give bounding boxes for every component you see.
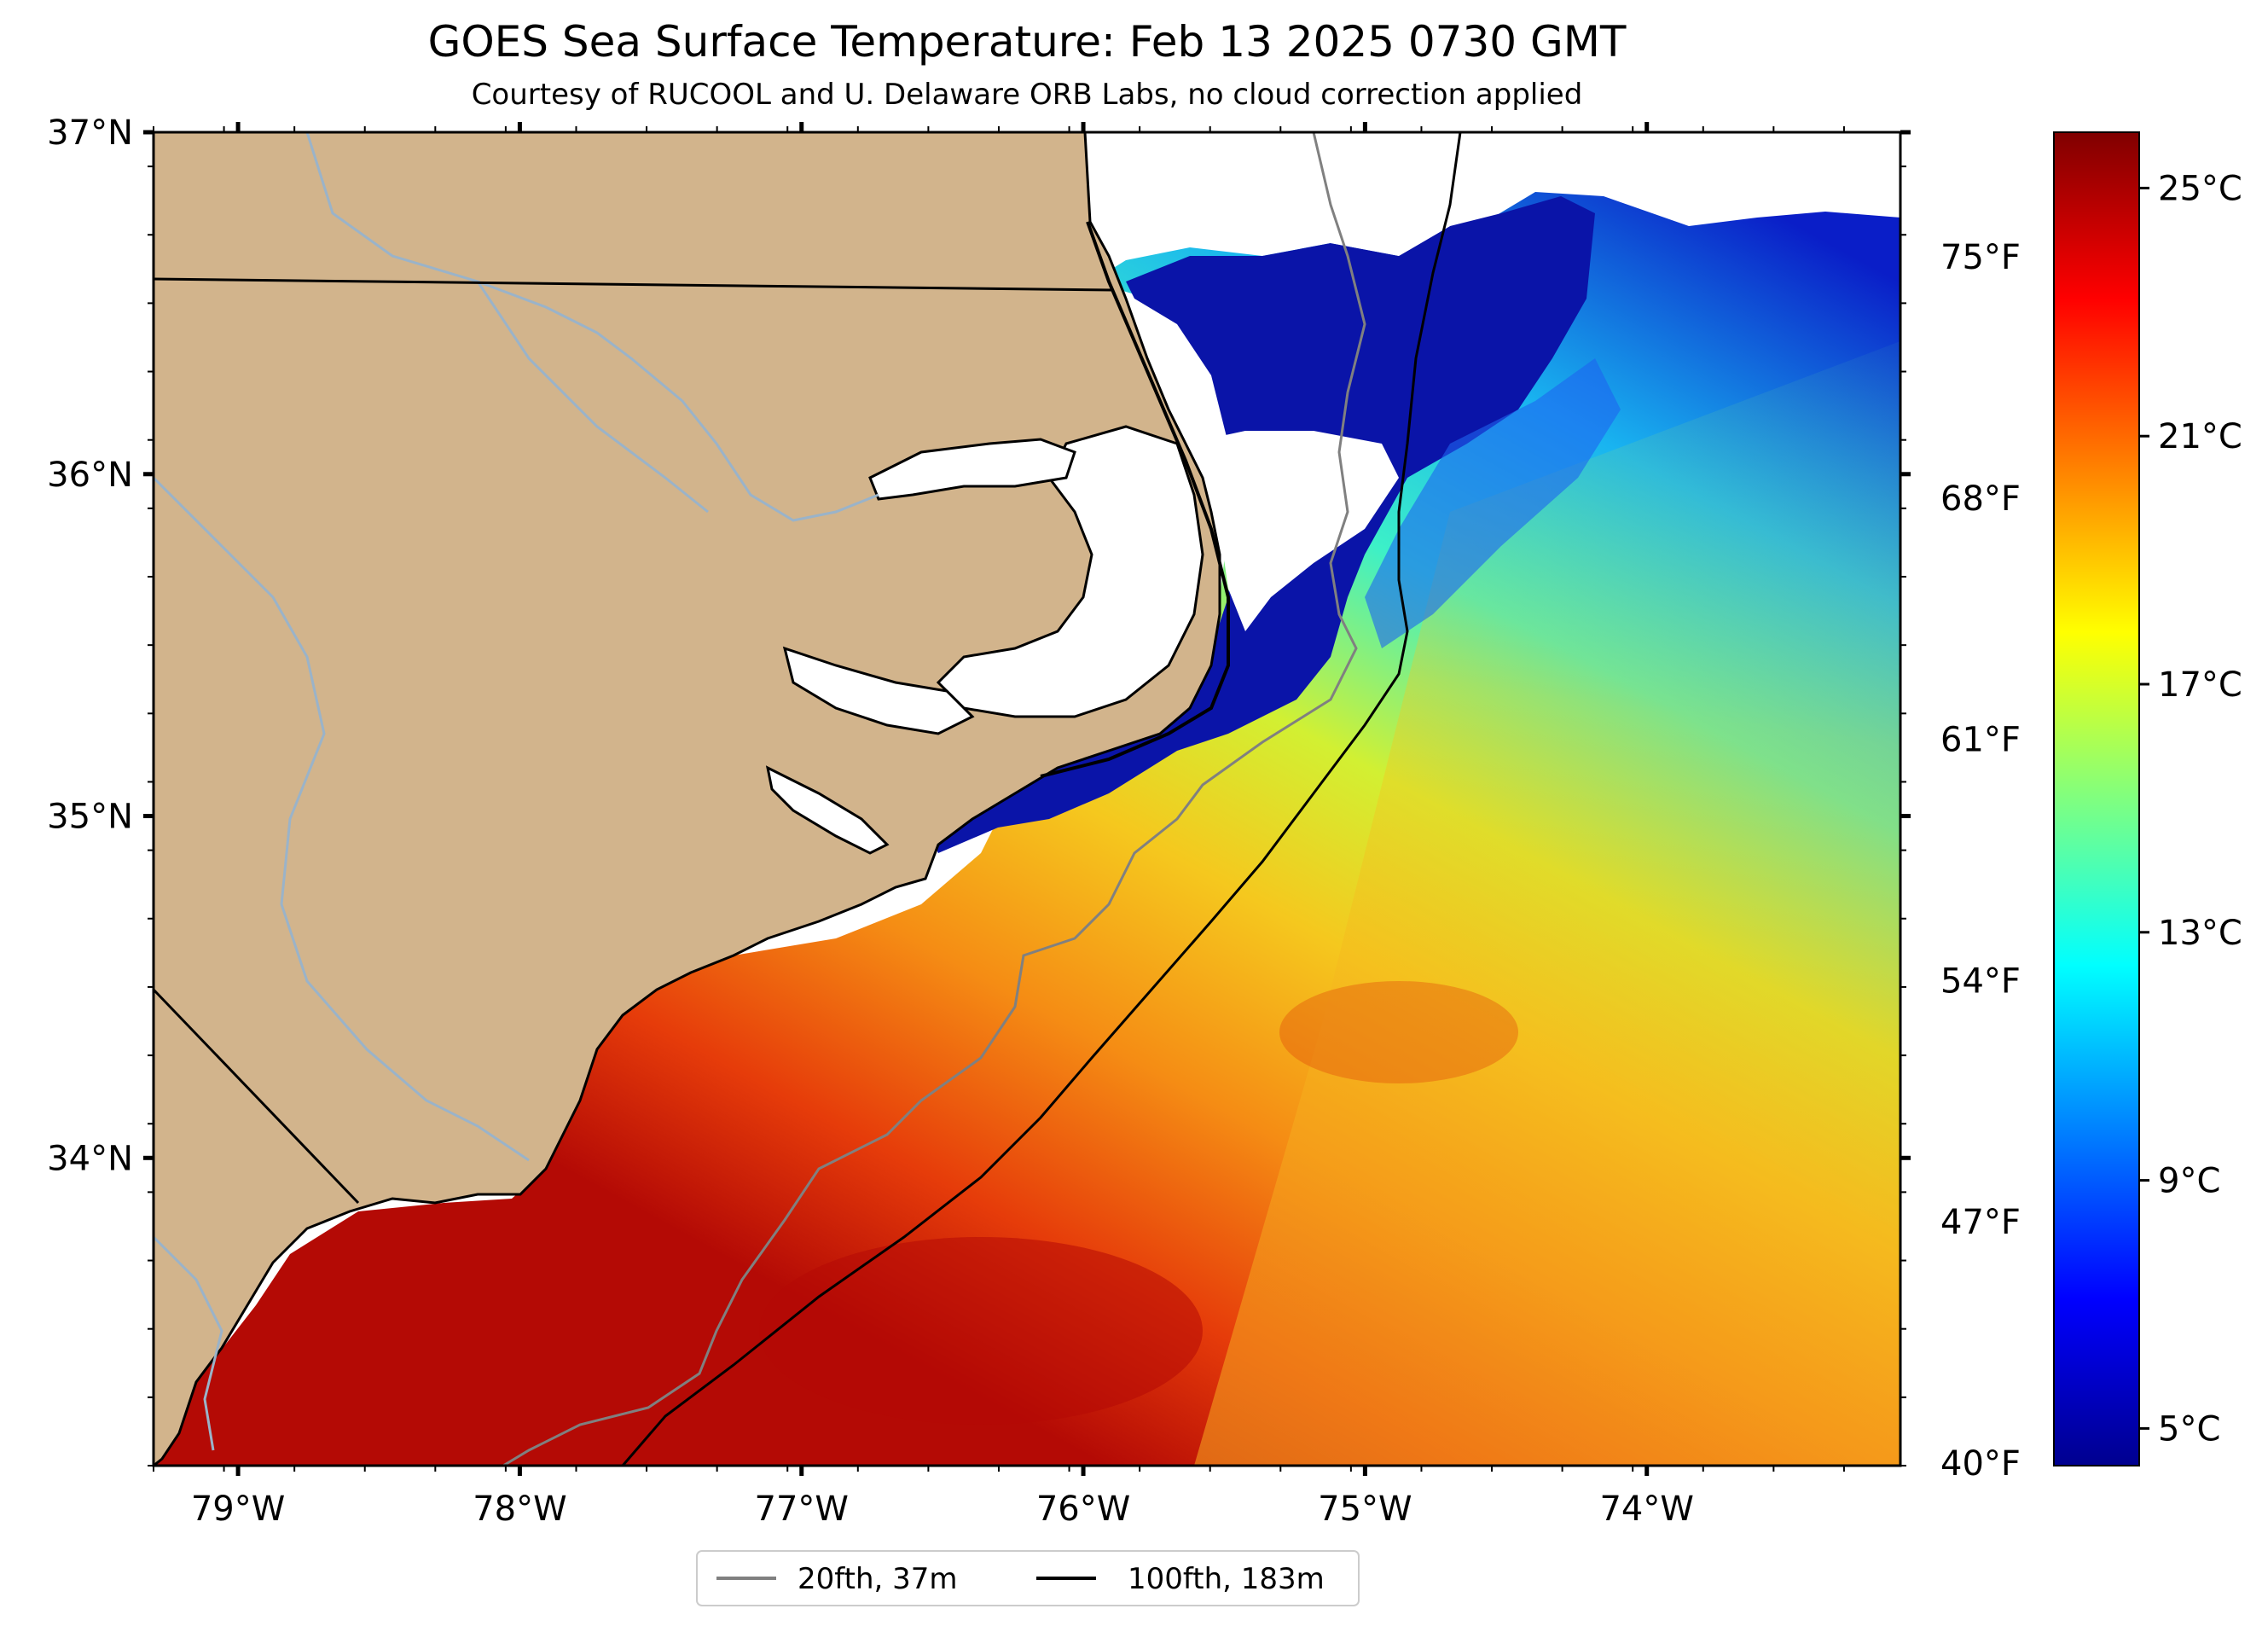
nc-sc-border xyxy=(154,988,360,1205)
lon-tick-label: 78°W xyxy=(473,1490,566,1529)
celsius-tick-label: 25°C xyxy=(2158,169,2242,208)
rivers xyxy=(154,132,879,1451)
outer-banks xyxy=(1040,221,1230,778)
sst-warm-filament xyxy=(1279,981,1518,1083)
lat-tick-label: 36°N xyxy=(47,456,133,495)
colorbar: 25°C 21°C 17°C 13°C 9°C 5°C 75°F 68°F 61°F 54°F 47… xyxy=(1940,131,2242,1484)
albemarle-sound xyxy=(868,438,1076,501)
neuse-river-estuary xyxy=(782,646,975,735)
colorbar-ticks: 25°C 21°C 17°C 13°C 9°C 5°C 75°F 68°F 61°F 54°F 47… xyxy=(1940,169,2242,1483)
river-tar xyxy=(154,476,530,1162)
va-nc-border xyxy=(154,277,1114,292)
pamlico-river-estuary xyxy=(765,765,890,855)
map-subtitle: Courtesy of RUCOOL and U. Delaware ORB L… xyxy=(472,78,1583,112)
isobath-20fth xyxy=(502,132,1366,1466)
legend-label-100fth: 100fth, 183m xyxy=(1128,1562,1325,1596)
map-area xyxy=(154,132,1900,1466)
sst-cloud-gap xyxy=(1186,431,1399,631)
isobath-100fth xyxy=(621,132,1462,1466)
fahrenheit-tick-label: 47°F xyxy=(1940,1203,2021,1242)
fahrenheit-tick-label: 61°F xyxy=(1940,721,2021,760)
fahrenheit-tick-label: 54°F xyxy=(1940,961,2021,1001)
legend-label-20fth: 20fth, 37m xyxy=(798,1562,958,1596)
lat-tick-label: 34°N xyxy=(47,1139,133,1178)
celsius-tick-label: 13°C xyxy=(2158,914,2242,953)
fahrenheit-tick-label: 40°F xyxy=(1940,1444,2021,1484)
sst-blue-band xyxy=(1365,358,1621,648)
lat-tick-label: 37°N xyxy=(47,113,133,153)
celsius-tick-label: 17°C xyxy=(2158,665,2242,705)
celsius-tick-label: 21°C xyxy=(2158,417,2242,456)
legend-box xyxy=(696,1550,1360,1606)
lon-tick-label: 74°W xyxy=(1599,1490,1693,1529)
lon-tick-label: 76°W xyxy=(1036,1490,1130,1529)
lon-tick-label: 75°W xyxy=(1318,1490,1412,1529)
sst-warm-core xyxy=(759,1237,1203,1425)
map-axes: 37°N 36°N 35°N 34°N 79°W 78°W 77°W 76°W 75°W 74°W xyxy=(47,113,1911,1529)
map-frame xyxy=(152,131,1902,1467)
lon-tick-label: 77°W xyxy=(755,1490,849,1529)
colorbar-gradient xyxy=(2053,131,2140,1466)
lat-tick-label: 35°N xyxy=(47,798,133,837)
sst-offshore-overlay xyxy=(1194,341,1900,1466)
celsius-tick-label: 9°C xyxy=(2158,1162,2220,1201)
isobath-legend: 20fth, 37m 100fth, 183m xyxy=(696,1550,1360,1606)
fahrenheit-tick-label: 68°F xyxy=(1940,479,2021,519)
state-boundaries xyxy=(154,277,1114,1205)
fahrenheit-tick-label: 75°F xyxy=(1940,238,2021,277)
river-roanoke xyxy=(305,132,879,522)
river-cape-fear xyxy=(154,1235,223,1451)
sst-cloud-gap-north xyxy=(1314,132,1450,256)
map-title: GOES Sea Surface Temperature: Feb 13 202… xyxy=(428,17,1627,67)
lon-tick-label: 79°W xyxy=(191,1490,285,1529)
pamlico-sound xyxy=(936,425,1204,718)
celsius-tick-label: 5°C xyxy=(2158,1409,2220,1449)
river-neuse xyxy=(476,281,709,514)
